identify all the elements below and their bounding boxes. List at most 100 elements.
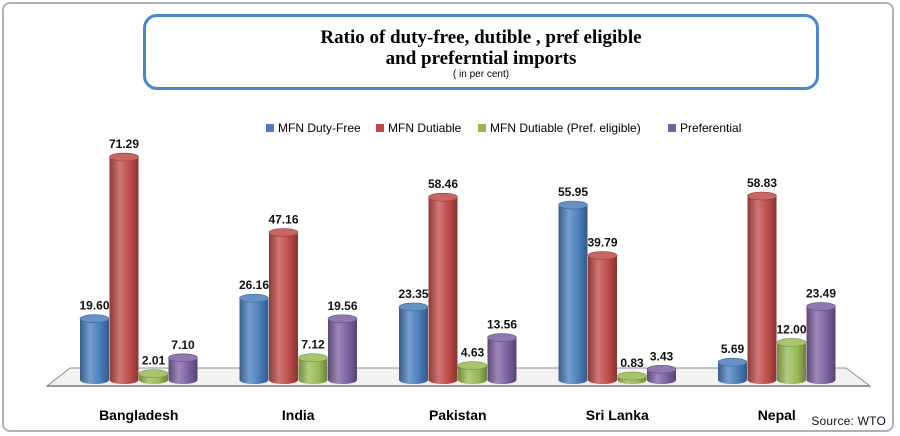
category-label-sri-lanka: Sri Lanka [586, 407, 649, 423]
value-labels: 19.60 71.29 2.01 7.10 26.16 47.16 7.12 19.56 23.… [79, 137, 836, 370]
bar-cap [487, 333, 517, 342]
bar-cap [168, 353, 198, 363]
bar-nepal-preferential [806, 302, 836, 384]
value-label-sri-lanka-mfn-dutiable: 39.79 [587, 236, 617, 250]
value-label-india-mfn-dutiable-pref-eligible: 7.12 [301, 338, 325, 352]
legend-swatch-duty-free [266, 124, 274, 132]
legend: MFN Duty-Free MFN Dutiable MFN Dutiable … [0, 121, 900, 137]
bar-body [298, 357, 328, 384]
bar-body [487, 337, 517, 384]
legend-item-preferential: Preferential [668, 121, 741, 135]
value-label-pakistan-mfn-dutiable: 58.46 [428, 177, 458, 191]
title-box: Ratio of duty-free, dutible , pref eligi… [143, 14, 819, 90]
legend-item-pref-eligible: MFN Dutiable (Pref. eligible) [478, 121, 641, 135]
bar-cap [776, 338, 807, 347]
value-label-pakistan-mfn-dutiable-pref-eligible: 4.63 [461, 346, 485, 360]
legend-item-duty-free: MFN Duty-Free [266, 121, 361, 135]
legend-swatch-preferential [668, 124, 676, 132]
bar-pakistan-mfn-dutiable [428, 192, 458, 384]
value-label-nepal-mfn-dutiable: 58.83 [747, 176, 777, 190]
bar-pakistan-preferential [487, 333, 517, 384]
chart-title-line1: Ratio of duty-free, dutible , pref eligi… [320, 27, 642, 48]
bar-bangladesh-mfn-dutiable [109, 152, 139, 384]
source-note: Source: WTO [811, 414, 886, 428]
bar-sri-lanka-mfn-dutiable [587, 251, 618, 384]
bar-cap [239, 293, 269, 303]
value-label-sri-lanka-mfn-duty-free: 55.95 [558, 185, 588, 199]
legend-label-duty-free: MFN Duty-Free [278, 121, 361, 135]
bar-body [269, 232, 298, 384]
value-label-nepal-mfn-dutiable-pref-eligible: 12.00 [776, 322, 806, 336]
bar-india-preferential [327, 314, 358, 384]
bar-body [109, 157, 139, 384]
bar-body [80, 318, 109, 384]
bar-cap [747, 191, 777, 201]
bar-pakistan-mfn-dutiable-pref-eligible [457, 361, 488, 384]
value-label-pakistan-mfn-duty-free: 23.35 [398, 287, 428, 301]
value-label-nepal-preferential: 23.49 [806, 287, 836, 301]
bar-body [168, 357, 198, 384]
bar-cap [806, 302, 836, 311]
bar-cap [298, 353, 328, 363]
bars [79, 152, 836, 384]
bar-body [718, 362, 747, 384]
bar-body [777, 342, 806, 384]
bar-cap [327, 314, 358, 324]
bar-cap [268, 228, 299, 237]
value-label-bangladesh-preferential: 7.10 [171, 338, 195, 352]
value-label-sri-lanka-preferential: 3.43 [650, 349, 674, 363]
value-label-bangladesh-mfn-dutiable: 71.29 [109, 137, 139, 151]
category-label-nepal: Nepal [758, 407, 796, 423]
bar-cap [717, 357, 748, 367]
bar-bangladesh-mfn-dutiable-pref-eligible [138, 369, 169, 384]
value-label-india-mfn-duty-free: 26.16 [239, 278, 269, 292]
legend-label-dutiable: MFN Dutiable [388, 121, 462, 135]
bar-cap [457, 361, 488, 370]
bar-india-mfn-duty-free [239, 293, 269, 384]
category-label-pakistan: Pakistan [429, 407, 487, 423]
bar-cap [428, 192, 458, 202]
bar-sri-lanka-mfn-duty-free [558, 200, 588, 384]
bar-cap [587, 251, 618, 260]
bar-cap [558, 200, 588, 210]
bar-nepal-mfn-duty-free [717, 357, 748, 384]
value-label-bangladesh-mfn-dutiable-pref-eligible: 2.01 [142, 354, 166, 368]
bar-cap [398, 302, 429, 312]
bar-body [399, 306, 428, 384]
value-label-india-mfn-dutiable: 47.16 [268, 213, 298, 227]
bar-body [428, 197, 458, 384]
bar-cap [109, 152, 139, 162]
category-label-bangladesh: Bangladesh [99, 407, 178, 423]
value-label-india-preferential: 19.56 [327, 299, 357, 313]
value-label-nepal-mfn-duty-free: 5.69 [721, 342, 745, 356]
bar-sri-lanka-preferential [646, 364, 677, 384]
bar-body [588, 255, 617, 384]
chart-subtitle: ( in per cent) [452, 69, 510, 80]
legend-label-pref-eligible: MFN Dutiable (Pref. eligible) [490, 121, 641, 135]
value-label-sri-lanka-mfn-dutiable-pref-eligible: 0.83 [620, 356, 644, 370]
bar-cap [79, 314, 110, 323]
bar-body [558, 205, 588, 384]
bar-body [806, 306, 836, 384]
category-label-india: India [282, 407, 315, 423]
bar-india-mfn-dutiable [268, 228, 299, 384]
category-labels: Bangladesh India Pakistan Sri Lanka Nepal [99, 407, 796, 423]
bar-body [328, 318, 357, 384]
legend-item-dutiable: MFN Dutiable [376, 121, 461, 135]
bar-body [239, 298, 269, 384]
bar-body [458, 365, 487, 384]
bar-body [747, 196, 777, 384]
bar-sri-lanka-mfn-dutiable-pref-eligible [617, 371, 647, 384]
chart-title-line2: and preferntial imports [385, 48, 577, 69]
legend-swatch-dutiable [376, 124, 384, 132]
bar-bangladesh-preferential [168, 353, 198, 384]
bar-pakistan-mfn-duty-free [398, 302, 429, 384]
value-label-bangladesh-mfn-duty-free: 19.60 [79, 299, 109, 313]
bar-india-mfn-dutiable-pref-eligible [298, 353, 328, 384]
bar-cap [138, 369, 169, 379]
legend-swatch-pref-eligible [478, 124, 486, 132]
legend-label-preferential: Preferential [680, 121, 742, 135]
bar-nepal-mfn-dutiable [747, 191, 777, 384]
value-label-pakistan-preferential: 13.56 [487, 318, 517, 332]
